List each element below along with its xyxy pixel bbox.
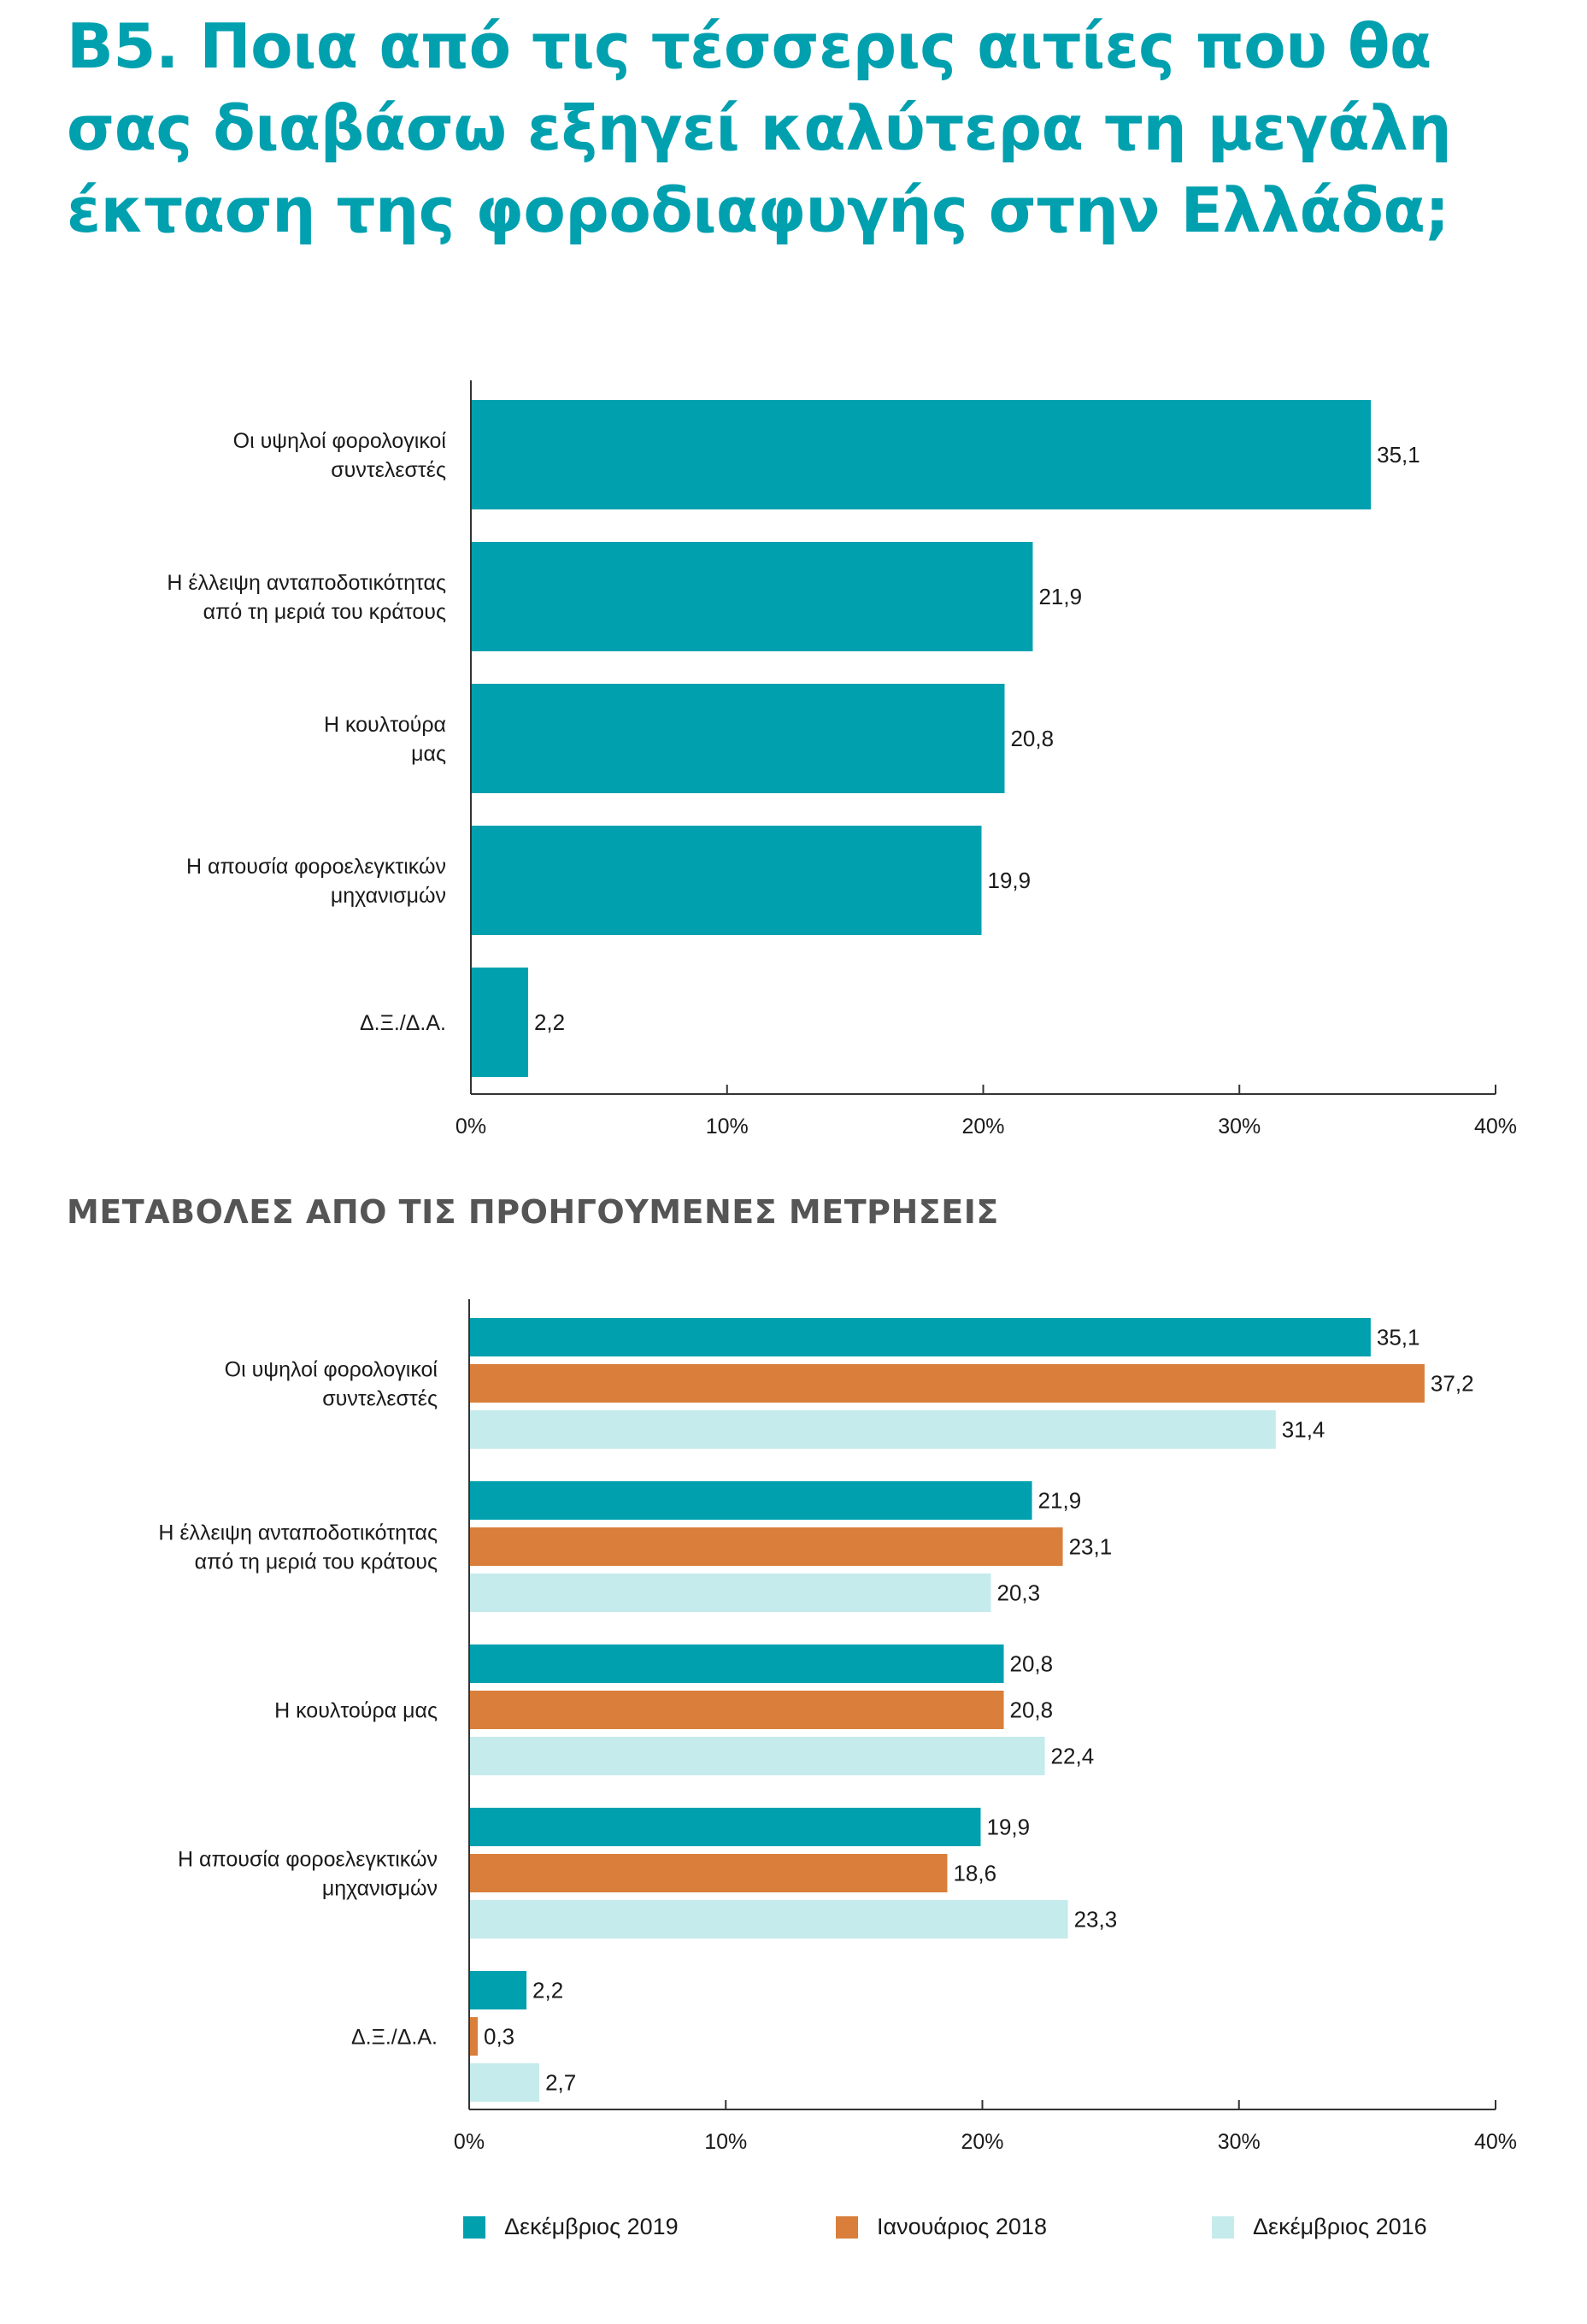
chart-changes: 0% 10% 20% 30% 40% 35,1 37,2 31,4 Οι υψηλοί φορο… (158, 1299, 1517, 2154)
data-label: 20,3 (997, 1580, 1041, 1606)
bar (470, 1318, 1371, 1356)
bar (472, 542, 1033, 651)
data-label: 20,8 (1010, 1651, 1054, 1677)
legend-swatch (836, 2215, 858, 2239)
category-label: Δ.Ξ./Δ.Α. (351, 2026, 438, 2050)
category-label: συντελεστές (322, 1387, 438, 1411)
x-tick-label: 40% (1474, 1115, 1517, 1138)
data-label: 0,3 (484, 2024, 514, 2050)
x-tick-label: 10% (704, 2130, 747, 2154)
data-label: 37,2 (1431, 1371, 1474, 1397)
data-label: 19,9 (986, 1815, 1030, 1840)
bar (470, 1808, 981, 1846)
category-label: Οι υψηλοί φορολογικοί (225, 1358, 438, 1382)
bar (470, 1691, 1004, 1729)
bar (472, 968, 528, 1077)
bar (470, 1574, 991, 1612)
category-label: Η απουσία φοροελεγκτικών (186, 855, 446, 879)
x-tick-label: 10% (706, 1115, 749, 1138)
bar (470, 1854, 948, 1892)
category-label: μηχανισμών (331, 884, 446, 908)
bar (470, 1900, 1068, 1939)
bar (470, 1410, 1276, 1449)
bar (470, 1644, 1004, 1683)
category-label: Οι υψηλοί φορολογικοί (233, 429, 447, 453)
category-label: Η έλλειψη ανταποδοτικότητας (158, 1521, 438, 1545)
bar (470, 1481, 1032, 1520)
x-tick-label: 20% (961, 1115, 1004, 1138)
category-label: μηχανισμών (322, 1877, 438, 1901)
legend-item-jan2018: Ιανουάριος 2018 (836, 2214, 1047, 2240)
x-tick-label: 30% (1218, 2130, 1261, 2154)
bar (470, 2063, 540, 2102)
legend-swatch (1212, 2215, 1234, 2239)
data-label: 31,4 (1282, 1417, 1325, 1443)
legend-label: Ιανουάριος 2018 (877, 2214, 1047, 2239)
x-tick-label: 40% (1474, 2130, 1517, 2154)
data-label: 2,7 (545, 2070, 576, 2096)
x-tick-label: 0% (456, 1115, 486, 1138)
category-label: από τη μεριά του κράτους (195, 1550, 438, 1574)
data-label: 19,9 (988, 868, 1032, 893)
category-label: Η κουλτούρα (324, 713, 446, 737)
chart-main: 0% 10% 20% 30% 40% 35,1 Οι υψηλοί φορολογικοί σ… (167, 380, 1517, 1138)
category-label: συντελεστές (331, 458, 446, 482)
legend-label: Δεκέμβριος 2016 (1253, 2214, 1427, 2239)
x-tick-label: 30% (1218, 1115, 1261, 1138)
category-label: Δ.Ξ./Δ.Α. (360, 1011, 446, 1035)
data-label: 23,3 (1074, 1907, 1118, 1933)
category-label: από τη μεριά του κράτους (203, 600, 446, 624)
data-label: 35,1 (1377, 1325, 1420, 1350)
section-subheading: ΜΕΤΑΒΟΛΕΣ ΑΠΟ ΤΙΣ ΠΡΟΗΓΟΥΜΕΝΕΣ ΜΕΤΡΗΣΕΙΣ (67, 1193, 999, 1231)
legend-item-dec2016: Δεκέμβριος 2016 (1212, 2214, 1427, 2240)
category-label: μας (411, 742, 446, 766)
bar (470, 1971, 527, 2009)
x-tick-label: 0% (454, 2130, 485, 2154)
data-label: 20,8 (1010, 1697, 1054, 1723)
data-label: 35,1 (1377, 442, 1420, 468)
legend-swatch (463, 2215, 485, 2239)
chart-legend: Δεκέμβριος 2019 Ιανουάριος 2018 Δεκέμβρι… (0, 2214, 1587, 2256)
bar (472, 826, 982, 935)
legend-label: Δεκέμβριος 2019 (504, 2214, 679, 2239)
data-label: 21,9 (1038, 1488, 1082, 1514)
bar (470, 1527, 1063, 1566)
data-label: 21,9 (1038, 584, 1082, 609)
data-label: 18,6 (953, 1861, 996, 1886)
data-label: 23,1 (1069, 1534, 1113, 1560)
data-label: 22,4 (1051, 1744, 1095, 1769)
data-label: 2,2 (532, 1978, 563, 2003)
legend-item-dec2019: Δεκέμβριος 2019 (463, 2214, 679, 2240)
bar (470, 1737, 1045, 1775)
category-label: Η κουλτούρα μας (274, 1699, 438, 1723)
data-label: 2,2 (534, 1009, 565, 1035)
bar (472, 400, 1372, 509)
page-title: Β5. Ποια από τις τέσσερις αιτίες που θα … (67, 10, 1452, 246)
category-label: Η έλλειψη ανταποδοτικότητας (167, 571, 446, 595)
bar (472, 684, 1005, 793)
x-tick-label: 20% (961, 2130, 1003, 2154)
category-label: Η απουσία φοροελεγκτικών (178, 1848, 438, 1872)
bar (470, 2017, 479, 2056)
bar (470, 1364, 1425, 1403)
data-label: 20,8 (1010, 726, 1054, 751)
